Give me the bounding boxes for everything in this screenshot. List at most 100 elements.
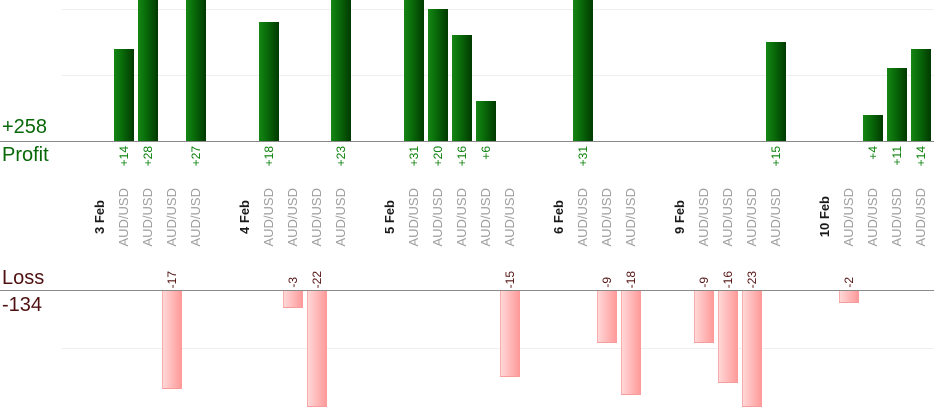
instrument-label: AUD/USD xyxy=(136,185,160,249)
instrument-label: AUD/USD xyxy=(619,185,643,249)
bar-value-label: -17 xyxy=(160,271,184,288)
date-label: 9 Feb xyxy=(668,185,692,249)
profit-total: +258 xyxy=(2,116,48,138)
loss-gridline xyxy=(62,348,934,349)
instrument-label: AUD/USD xyxy=(450,185,474,249)
bar-value-label: +14 xyxy=(112,146,136,166)
profit-gridline xyxy=(62,9,934,10)
profit-axis-line xyxy=(0,141,934,142)
instrument-label: AUD/USD xyxy=(498,185,522,249)
profit-bar xyxy=(114,49,134,141)
instrument-label-text: AUD/USD xyxy=(406,187,421,247)
bar-value-label: -16 xyxy=(716,271,740,288)
instrument-label: AUD/USD xyxy=(474,185,498,249)
instrument-label-text: AUD/USD xyxy=(841,187,856,247)
loss-value-label: -23 xyxy=(745,270,759,288)
date-label: 3 Feb xyxy=(88,185,112,249)
date-label: 10 Feb xyxy=(813,185,837,249)
bar-value-label: -22 xyxy=(305,271,329,288)
instrument-label-text: AUD/USD xyxy=(140,187,155,247)
bar-value-label: +14 xyxy=(909,146,933,166)
profit-bar xyxy=(428,9,448,141)
bar-value-label: -9 xyxy=(595,277,619,288)
profit-bar xyxy=(863,115,883,141)
instrument-label-text: AUD/USD xyxy=(261,187,276,247)
instrument-label: AUD/USD xyxy=(160,185,184,249)
profit-gridline xyxy=(62,75,934,76)
profit-bar xyxy=(911,49,931,141)
date-label-text: 5 Feb xyxy=(382,200,397,234)
loss-value-label: -9 xyxy=(697,277,711,288)
profit-value-label: +28 xyxy=(141,146,155,167)
instrument-label-text: AUD/USD xyxy=(623,187,638,247)
loss-bar xyxy=(621,291,641,395)
loss-value-label: -17 xyxy=(165,270,179,288)
bar-value-label: +31 xyxy=(402,146,426,166)
bar-value-label: +11 xyxy=(885,146,909,165)
instrument-label-text: AUD/USD xyxy=(478,187,493,247)
profit-bar xyxy=(476,101,496,141)
instrument-label: AUD/USD xyxy=(426,185,450,249)
profit-value-label: +31 xyxy=(407,146,421,167)
instrument-label-text: AUD/USD xyxy=(865,187,880,247)
instrument-label: AUD/USD xyxy=(305,185,329,249)
instrument-label: AUD/USD xyxy=(716,185,740,249)
instrument-label-text: AUD/USD xyxy=(502,187,517,247)
loss-bar xyxy=(307,291,327,407)
instrument-label-text: AUD/USD xyxy=(744,187,759,247)
loss-axis-line xyxy=(0,290,934,291)
instrument-label: AUD/USD xyxy=(909,185,933,249)
profit-bar xyxy=(186,0,206,141)
instrument-label-text: AUD/USD xyxy=(599,187,614,247)
date-label: 4 Feb xyxy=(233,185,257,249)
instrument-label-text: AUD/USD xyxy=(454,187,469,247)
profit-value-label: +20 xyxy=(431,146,445,167)
instrument-label: AUD/USD xyxy=(402,185,426,249)
instrument-label: AUD/USD xyxy=(764,185,788,249)
date-label-text: 10 Feb xyxy=(817,196,832,238)
date-label-text: 6 Feb xyxy=(551,200,566,234)
instrument-label-text: AUD/USD xyxy=(116,187,131,247)
profit-value-label: +16 xyxy=(455,146,469,167)
instrument-label-text: AUD/USD xyxy=(696,187,711,247)
instrument-label-text: AUD/USD xyxy=(309,187,324,247)
profit-value-label: +15 xyxy=(769,146,783,167)
instrument-label-text: AUD/USD xyxy=(164,187,179,247)
instrument-label: AUD/USD xyxy=(595,185,619,249)
date-label: 6 Feb xyxy=(547,185,571,249)
loss-value-label: -3 xyxy=(286,277,300,288)
profit-value-label: +27 xyxy=(189,146,203,167)
profit-bar xyxy=(259,22,279,141)
loss-value-label: -22 xyxy=(310,270,324,288)
instrument-label: AUD/USD xyxy=(571,185,595,249)
loss-bar xyxy=(742,291,762,407)
date-label: 5 Feb xyxy=(378,185,402,249)
instrument-label: AUD/USD xyxy=(861,185,885,249)
loss-value-label: -18 xyxy=(624,270,638,288)
instrument-label: AUD/USD xyxy=(112,185,136,249)
loss-value-label: -2 xyxy=(842,277,856,288)
bar-value-label: +28 xyxy=(136,146,160,166)
instrument-label-text: AUD/USD xyxy=(333,187,348,247)
bar-value-label: +4 xyxy=(861,146,885,160)
bar-value-label: +27 xyxy=(184,146,208,166)
bar-value-label: +6 xyxy=(474,146,498,160)
profit-bar xyxy=(887,68,907,141)
loss-bar xyxy=(839,291,859,303)
bar-value-label: -2 xyxy=(837,277,861,288)
instrument-label: AUD/USD xyxy=(281,185,305,249)
profit-value-label: +14 xyxy=(117,146,131,167)
profit-bar xyxy=(766,42,786,141)
profit-value-label: +14 xyxy=(914,146,928,167)
loss-bar xyxy=(283,291,303,308)
bar-value-label: -3 xyxy=(281,277,305,288)
bar-value-label: -15 xyxy=(498,271,522,288)
profit-value-label: +6 xyxy=(479,146,493,160)
bar-value-label: +31 xyxy=(571,146,595,166)
loss-value-label: -16 xyxy=(721,270,735,288)
instrument-label: AUD/USD xyxy=(885,185,909,249)
profit-bar xyxy=(138,0,158,141)
profit-value-label: +31 xyxy=(576,146,590,167)
bar-value-label: -18 xyxy=(619,271,643,288)
